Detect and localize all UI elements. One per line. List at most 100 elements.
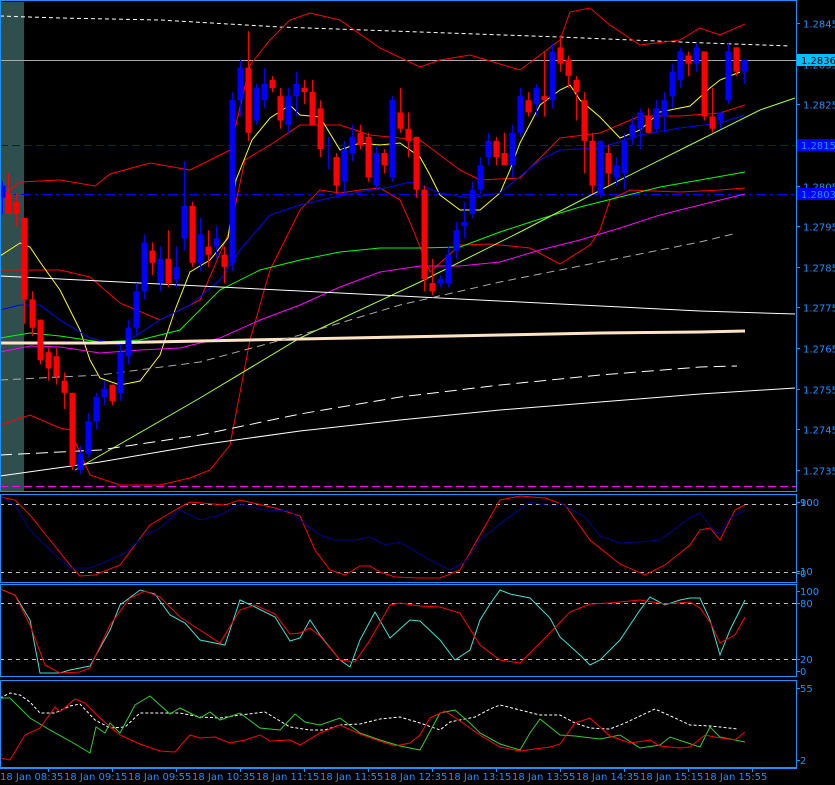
- candle[interactable]: [629, 116, 636, 145]
- candle[interactable]: [517, 88, 524, 137]
- candle[interactable]: [493, 136, 500, 166]
- candle[interactable]: [429, 258, 436, 296]
- candle[interactable]: [365, 132, 372, 182]
- candle[interactable]: [181, 161, 188, 251]
- candle[interactable]: [77, 445, 84, 475]
- candle[interactable]: [261, 67, 268, 109]
- candle[interactable]: [285, 88, 292, 133]
- candle[interactable]: [461, 201, 468, 239]
- candle[interactable]: [349, 124, 356, 162]
- candle[interactable]: [53, 348, 60, 385]
- candle[interactable]: [309, 79, 316, 125]
- candle[interactable]: [405, 112, 412, 158]
- candle[interactable]: [733, 47, 740, 76]
- candle[interactable]: [157, 246, 164, 292]
- oscillator-1-panel[interactable]: [0, 495, 796, 579]
- candle[interactable]: [645, 108, 652, 133]
- candle[interactable]: [269, 75, 276, 93]
- candle[interactable]: [541, 51, 548, 117]
- indicator-panels[interactable]: [0, 495, 796, 761]
- candle[interactable]: [469, 181, 476, 219]
- candle[interactable]: [109, 384, 116, 405]
- candle[interactable]: [549, 43, 556, 109]
- candle[interactable]: [693, 43, 700, 72]
- candle[interactable]: [165, 230, 172, 288]
- candle[interactable]: [213, 226, 220, 259]
- candle[interactable]: [141, 234, 148, 300]
- candle[interactable]: [205, 230, 212, 267]
- candle[interactable]: [661, 92, 668, 133]
- candle[interactable]: [397, 88, 404, 133]
- candle[interactable]: [173, 246, 180, 288]
- candle[interactable]: [61, 372, 68, 410]
- candle[interactable]: [389, 96, 396, 182]
- candle[interactable]: [341, 140, 348, 194]
- candle[interactable]: [613, 157, 620, 186]
- candle[interactable]: [717, 112, 724, 129]
- candle[interactable]: [29, 291, 36, 336]
- price-axis[interactable]: 10090100100802005521.28451.28351.28251.2…: [796, 20, 835, 768]
- candle[interactable]: [325, 136, 332, 170]
- candle[interactable]: [573, 75, 580, 121]
- candle[interactable]: [5, 173, 12, 214]
- candle[interactable]: [133, 283, 140, 336]
- candle[interactable]: [565, 55, 572, 89]
- candle[interactable]: [677, 47, 684, 89]
- candle[interactable]: [333, 153, 340, 194]
- candle[interactable]: [621, 132, 628, 190]
- candle[interactable]: [653, 100, 660, 133]
- candle[interactable]: [725, 43, 732, 105]
- candle[interactable]: [589, 132, 596, 194]
- candle[interactable]: [37, 319, 44, 365]
- candle[interactable]: [477, 157, 484, 194]
- candle[interactable]: [669, 63, 676, 109]
- candle[interactable]: [189, 201, 196, 267]
- candle[interactable]: [221, 246, 228, 284]
- candle[interactable]: [445, 246, 452, 288]
- candle[interactable]: [317, 100, 324, 158]
- candle[interactable]: [245, 31, 252, 141]
- candle[interactable]: [117, 344, 124, 401]
- candle[interactable]: [605, 144, 612, 186]
- candle[interactable]: [597, 140, 604, 198]
- candle[interactable]: [277, 88, 284, 129]
- candle[interactable]: [637, 108, 644, 149]
- candle[interactable]: [557, 35, 564, 72]
- candle[interactable]: [125, 319, 132, 365]
- candle[interactable]: [501, 132, 508, 166]
- candle[interactable]: [421, 185, 428, 292]
- candle[interactable]: [685, 51, 692, 76]
- candle[interactable]: [741, 59, 748, 84]
- candle[interactable]: [149, 242, 156, 275]
- main-plot-area[interactable]: [0, 7, 796, 487]
- candle[interactable]: [533, 83, 540, 117]
- candle[interactable]: [357, 124, 364, 149]
- stochastic-panel[interactable]: [0, 588, 796, 674]
- candle[interactable]: [45, 348, 52, 381]
- candle[interactable]: [69, 392, 76, 470]
- candle[interactable]: [381, 148, 388, 174]
- candle[interactable]: [85, 413, 92, 458]
- candle[interactable]: [253, 83, 260, 125]
- time-axis[interactable]: 18 Jan 08:35 18 Jan 09:15 18 Jan 09:55 18 J…: [0, 767, 796, 784]
- oscillator-3-panel[interactable]: [0, 692, 746, 761]
- candle[interactable]: [581, 92, 588, 174]
- candle[interactable]: [197, 218, 204, 271]
- candle[interactable]: [93, 392, 100, 430]
- candle[interactable]: [13, 193, 20, 227]
- candle[interactable]: [437, 274, 444, 288]
- candle[interactable]: [525, 92, 532, 117]
- candle[interactable]: [237, 59, 244, 117]
- candle[interactable]: [509, 124, 516, 178]
- candle[interactable]: [701, 51, 708, 121]
- candle[interactable]: [0, 181, 6, 214]
- candle[interactable]: [485, 132, 492, 166]
- candle[interactable]: [21, 218, 28, 324]
- candle[interactable]: [101, 380, 108, 405]
- candle[interactable]: [301, 79, 308, 105]
- candle[interactable]: [413, 136, 420, 198]
- candle[interactable]: [229, 92, 236, 271]
- candle[interactable]: [709, 88, 716, 133]
- candle[interactable]: [373, 144, 380, 190]
